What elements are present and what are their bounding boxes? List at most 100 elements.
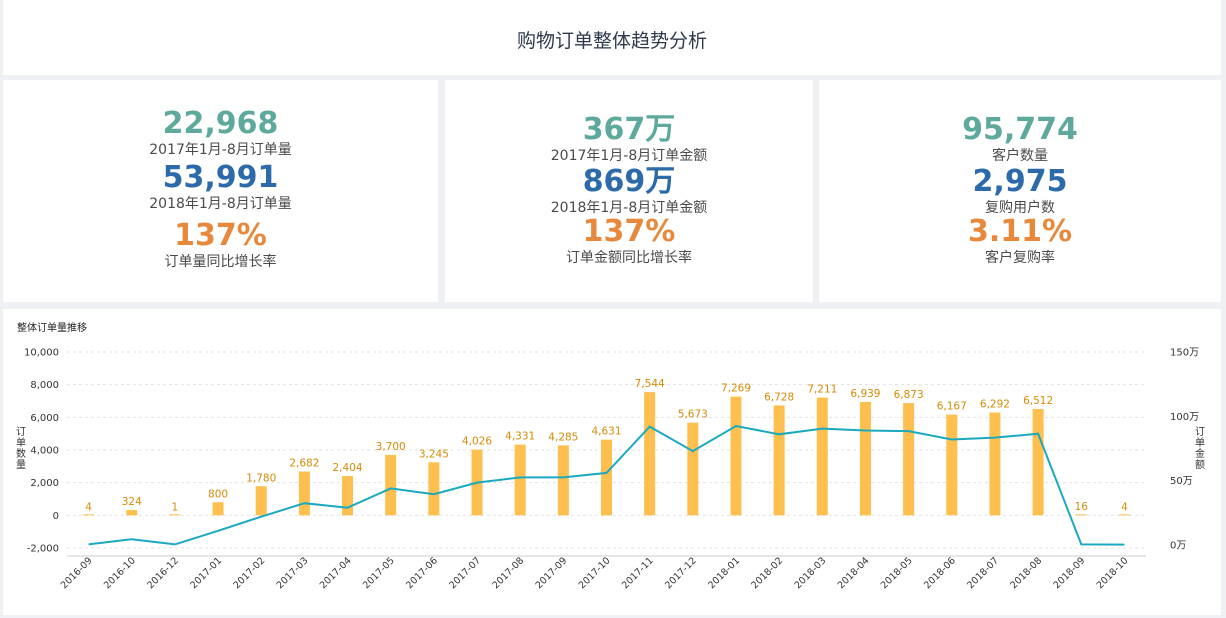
orders-2018-label: 2018年1月-8月订单量	[149, 196, 292, 212]
data-label: 4,331	[505, 431, 535, 443]
amount-2017-label: 2017年1月-8月订单金额	[550, 148, 708, 164]
bar-2018-04	[859, 401, 871, 516]
bar-2017-03	[298, 471, 310, 516]
bar-2017-10	[601, 439, 612, 516]
y-axis-label: 订单数量	[16, 426, 26, 471]
bar-2018-09	[1075, 514, 1087, 516]
data-label: 6,728	[764, 391, 794, 403]
amount-growth-value: 137%	[582, 214, 676, 249]
data-label: 2,404	[333, 462, 363, 474]
orders-2018-value: 53,991	[162, 160, 279, 195]
y-right-axis-label: 订单金额	[1195, 426, 1205, 471]
amount-growth-label: 订单金额同比增长率	[566, 250, 692, 266]
orders-growth-value: 137%	[174, 218, 267, 253]
bar-2018-05	[903, 403, 915, 516]
bar-2016-09	[83, 514, 95, 516]
y-tick-label: 4,000	[30, 446, 59, 457]
chart-title: 整体订单量推移	[17, 323, 87, 334]
bar-2017-08	[514, 444, 526, 516]
data-label: 4,285	[548, 431, 578, 443]
y-tick-label: 8,000	[30, 380, 59, 391]
x-tick-label: 2016-10	[102, 555, 138, 591]
data-label: 6,167	[937, 401, 967, 413]
y-right-tick-label: 50万	[1170, 476, 1193, 487]
y-right-tick-label: 0万	[1170, 541, 1186, 552]
bar-2017-11	[644, 392, 656, 516]
repeat-rate-value: 3.11%	[967, 214, 1073, 249]
x-tick-label: 2017-06	[404, 555, 440, 591]
y-tick-label: -2,000	[27, 544, 59, 555]
data-label: 7,211	[807, 384, 837, 396]
x-tick-label: 2018-07	[965, 555, 1001, 591]
x-tick-label: 2018-04	[836, 555, 872, 591]
data-label: 4	[85, 501, 92, 513]
data-label: 6,873	[894, 389, 924, 401]
title-panel: 购物订单整体趋势分析	[3, 0, 1221, 75]
data-label: 6,512	[1023, 395, 1053, 407]
x-tick-label: 2018-09	[1052, 555, 1088, 591]
customer-count-label: 客户数量	[992, 148, 1048, 164]
trend-chart-panel: 整体订单量推移 10,000 8,000 6,000 4,000 2,000 0 -2,00…	[3, 309, 1221, 615]
y-right-tick-label: 100万	[1170, 412, 1199, 423]
data-label: 7,269	[721, 383, 751, 395]
data-label: 5,673	[678, 409, 708, 421]
bar-2018-10	[1118, 514, 1130, 516]
bar-2017-04	[342, 476, 354, 516]
trend-chart: 10,0008,0006,0004,0002,0000-2,000150万100…	[16, 348, 1205, 592]
orders-2017-label: 2017年1月-8月订单量	[149, 142, 292, 158]
amount-2018-value: 869万	[582, 164, 676, 199]
data-label: 1	[172, 501, 179, 513]
repeat-users-label: 复购用户数	[985, 200, 1055, 216]
bar-2018-08	[1032, 408, 1044, 516]
orders-growth-label: 订单量同比增长率	[164, 254, 277, 270]
data-label: 6,939	[850, 388, 880, 400]
data-label: 324	[122, 496, 142, 508]
data-label: 3,700	[376, 441, 406, 453]
x-tick-label: 2017-01	[188, 555, 224, 591]
x-tick-label: 2018-06	[922, 555, 958, 591]
data-label: 1,780	[246, 472, 276, 484]
x-tick-label: 2017-02	[231, 555, 267, 591]
x-tick-label: 2017-07	[447, 555, 483, 591]
orders-kpi-card: 22,968 2017年1月-8月订单量 53,991 2018年1月-8月订单…	[3, 80, 438, 302]
bar-2017-06	[428, 462, 440, 516]
amount-2018-label: 2018年1月-8月订单金额	[550, 200, 708, 216]
bar-2017-12	[687, 422, 699, 516]
x-tick-label: 2017-05	[361, 555, 397, 591]
bar-2017-05	[385, 454, 397, 516]
data-label: 4	[1121, 501, 1128, 513]
customer-count-value: 95,774	[962, 112, 1078, 147]
bar-2018-03	[816, 397, 828, 516]
bar-2018-07	[989, 412, 1001, 516]
bar-2018-06	[946, 414, 958, 516]
data-label: 4,631	[591, 426, 621, 438]
x-tick-label: 2018-03	[793, 555, 829, 591]
x-tick-label: 2017-10	[577, 555, 613, 591]
bar-2018-01	[730, 396, 742, 516]
data-label: 3,245	[419, 448, 449, 460]
repeat-users-value: 2,975	[972, 164, 1068, 199]
x-tick-label: 2018-05	[879, 555, 915, 591]
customer-kpi-card: 95,774 客户数量 2,975 复购用户数 3.11% 客户复购率	[819, 80, 1221, 302]
y-tick-label: 0	[53, 511, 59, 522]
bar-2017-01	[212, 502, 224, 516]
y-tick-label: 2,000	[30, 478, 59, 489]
x-tick-label: 2017-08	[490, 555, 526, 591]
orders-2017-value: 22,968	[162, 106, 279, 141]
page-title: 购物订单整体趋势分析	[516, 30, 707, 52]
x-tick-label: 2016-09	[59, 555, 95, 591]
x-tick-label: 2017-09	[534, 555, 570, 591]
bar-2016-10	[126, 510, 138, 516]
y-tick-label: 6,000	[30, 413, 59, 424]
y-tick-label: 10,000	[24, 348, 59, 359]
bar-2017-09	[557, 445, 569, 516]
data-label: 6,292	[980, 399, 1010, 411]
bar-2018-02	[773, 405, 785, 516]
bar-2017-02	[255, 486, 267, 516]
amount-line	[88, 424, 1125, 546]
y-right-tick-label: 150万	[1170, 348, 1199, 359]
amount-kpi-card: 367万 2017年1月-8月订单金额 869万 2018年1月-8月订单金额 …	[445, 80, 813, 302]
x-tick-label: 2018-01	[706, 555, 742, 591]
x-tick-label: 2017-04	[318, 555, 354, 591]
data-label: 4,026	[462, 436, 492, 448]
